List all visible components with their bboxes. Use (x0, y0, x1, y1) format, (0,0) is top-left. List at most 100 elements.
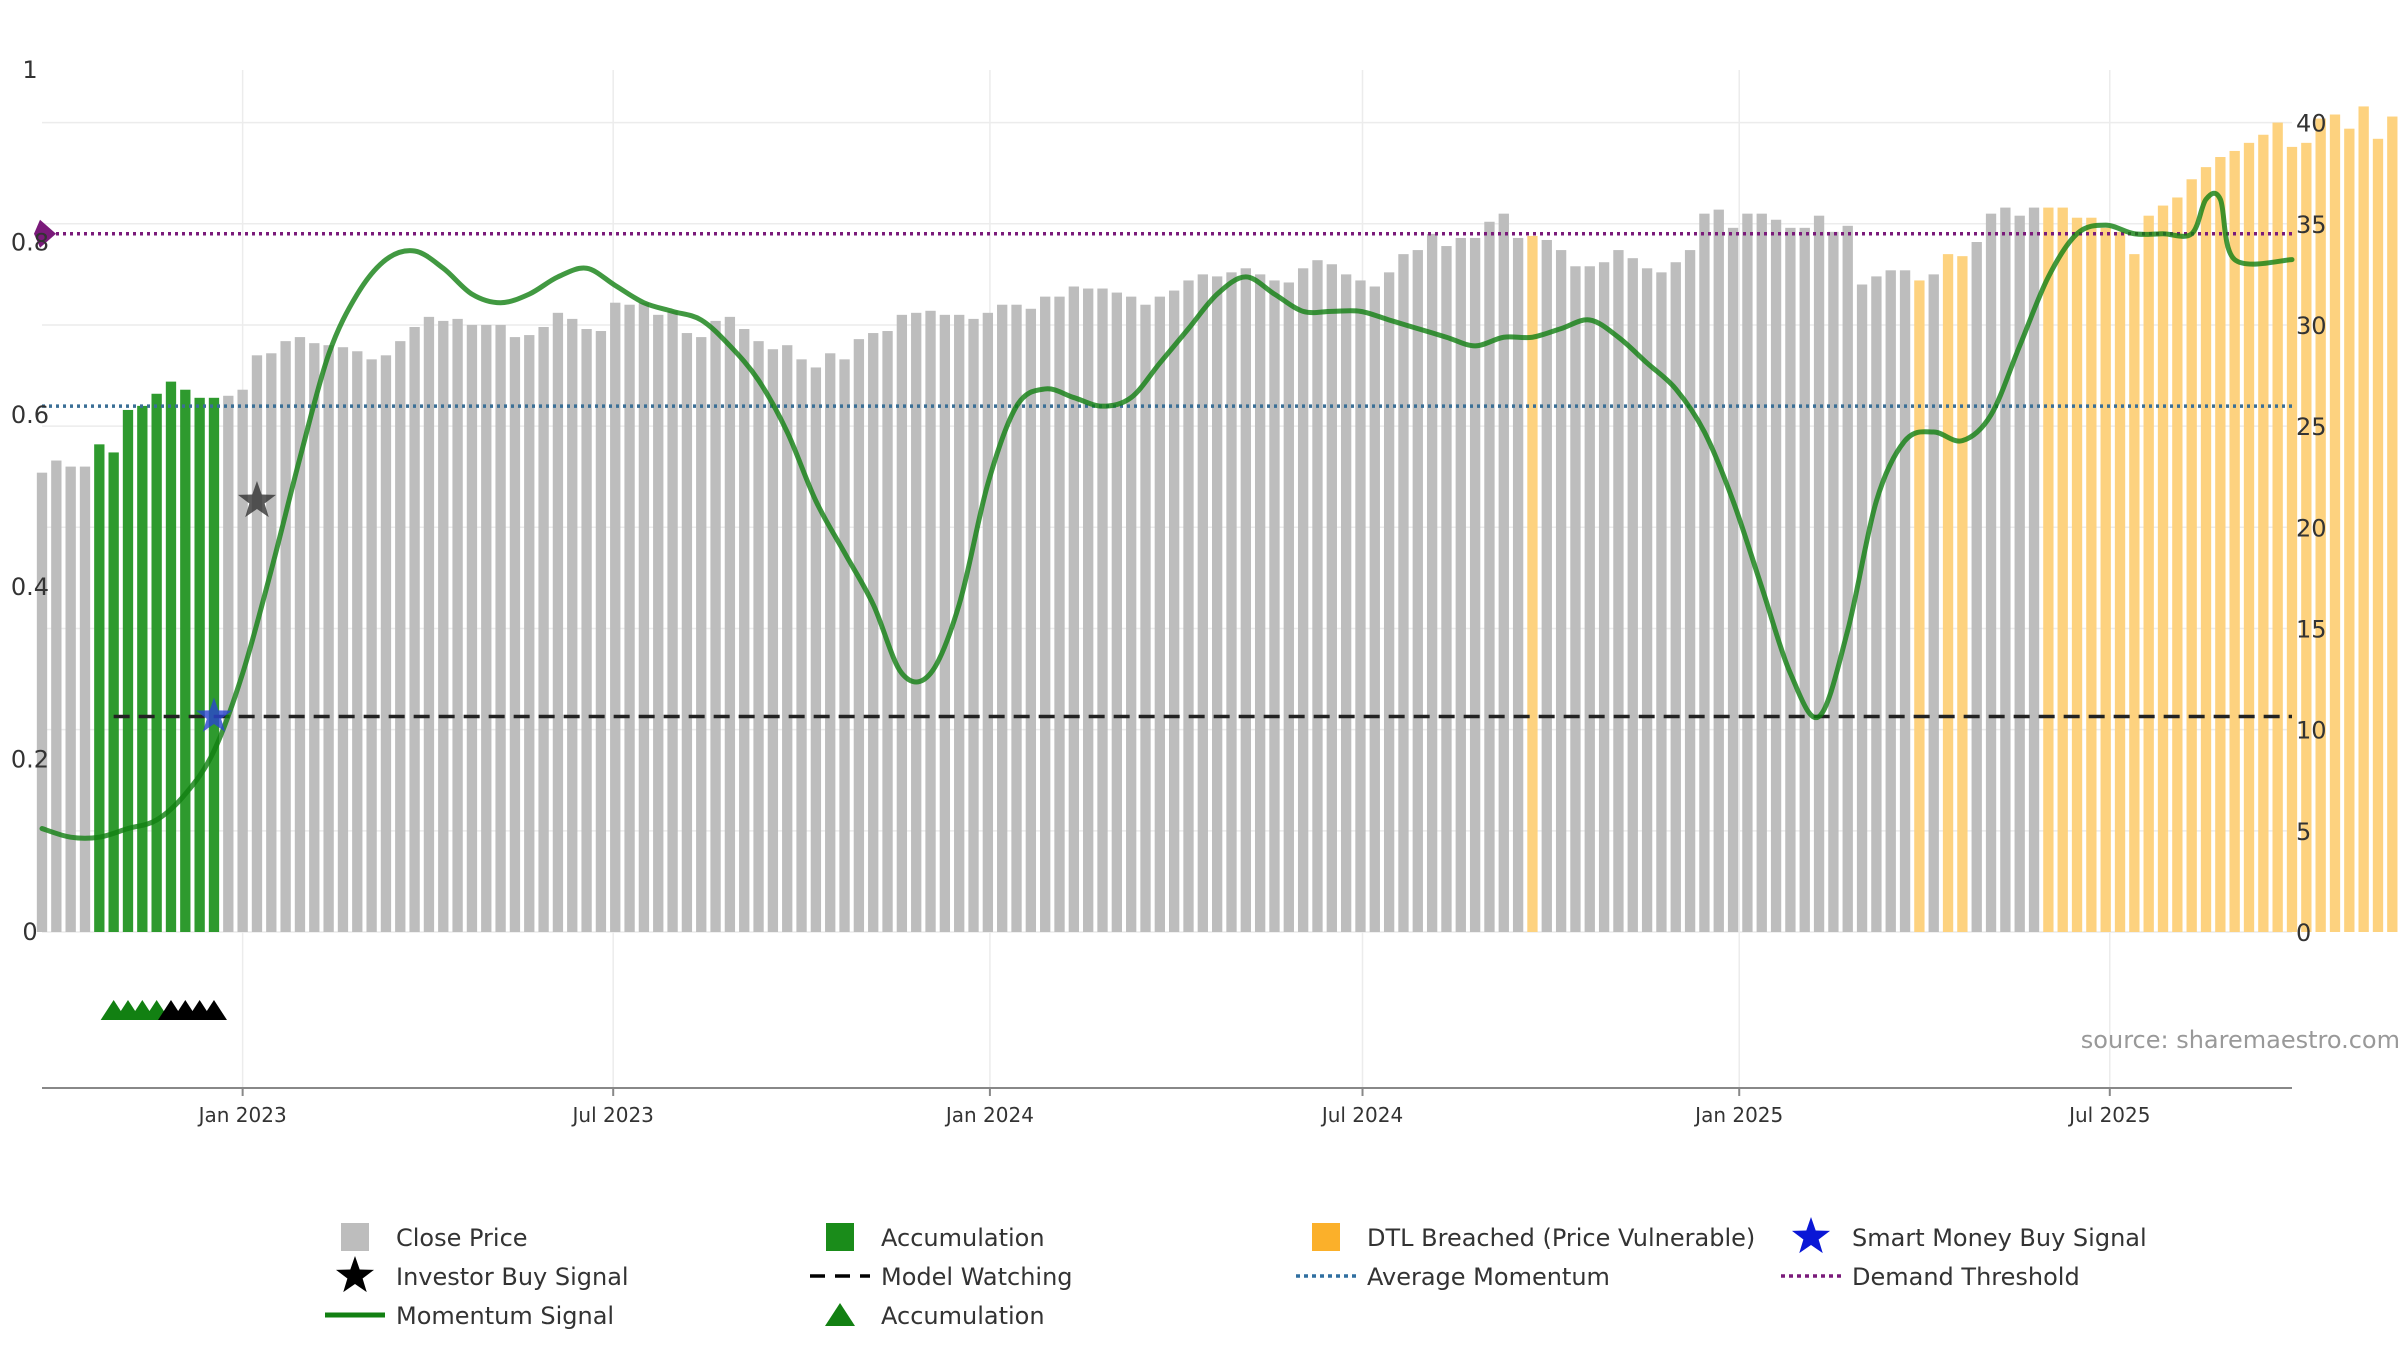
close-price-bar (1885, 270, 1896, 932)
accumulation-bar (137, 405, 148, 932)
close-price-bar (1169, 290, 1180, 932)
accumulation-bar (180, 389, 191, 932)
close-price-bar (810, 367, 822, 933)
dtl-breached-bar (2100, 227, 2111, 932)
close-price-bar (1656, 272, 1667, 932)
y-right-tick-label: 25 (2296, 413, 2327, 441)
close-price-bar (1097, 288, 1108, 932)
close-price-bar (266, 353, 277, 932)
dtl-breached-bar (2043, 207, 2054, 932)
close-price-bar (853, 339, 865, 932)
legend-entry: Smart Money Buy Signal (1791, 1217, 2147, 1254)
close-price-bar (767, 349, 779, 932)
close-price-bar (1699, 213, 1710, 932)
dtl-breached-bar (2387, 116, 2398, 932)
legend-label: DTL Breached (Price Vulnerable) (1367, 1224, 1755, 1252)
dtl-breached-bar (2272, 122, 2283, 932)
close-price-bar (294, 337, 306, 932)
close-price-bar (1455, 237, 1466, 932)
close-price-bar (337, 347, 349, 933)
y-left-tick-label: 0.2 (11, 746, 49, 774)
close-price-bar (1484, 221, 1495, 932)
close-price-bar (1126, 296, 1137, 932)
close-price-bar (739, 329, 750, 932)
y-right-tick-label: 35 (2296, 211, 2327, 239)
close-price-bar (1627, 258, 1638, 932)
close-price-bar (509, 337, 521, 932)
legend-label: Close Price (396, 1224, 528, 1252)
y-left-tick-label: 1 (22, 56, 37, 84)
close-price-bar (36, 472, 48, 932)
dtl-breached-bar (2172, 197, 2183, 932)
close-price-bar (2000, 207, 2011, 932)
close-price-bar (1025, 308, 1037, 932)
close-price-bar (954, 314, 965, 933)
close-price-bar (681, 333, 693, 932)
y-right-tick-label: 40 (2296, 110, 2327, 138)
dtl-breached-bar (1942, 254, 1954, 932)
close-price-bar (1154, 296, 1165, 932)
close-price-bar (1813, 215, 1825, 933)
legend-swatch-square (1312, 1223, 1340, 1251)
momentum-signal-line (39, 190, 2295, 841)
close-price-bar (1054, 296, 1065, 932)
close-price-bar (237, 389, 248, 932)
dtl-breached-bar (2071, 217, 2083, 932)
dtl-breached-bar (2258, 134, 2269, 933)
close-price-bar (1584, 266, 1595, 933)
close-price-bar (1670, 262, 1681, 932)
close-price-bar (1985, 213, 1997, 932)
legend-entry: Model Watching (810, 1263, 1073, 1291)
close-price-bar (423, 316, 435, 932)
legend-entry: Demand Threshold (1781, 1263, 2080, 1291)
close-price-bar (1799, 227, 1810, 932)
close-price-bar (567, 318, 578, 932)
dtl-breached-bar (2329, 114, 2341, 933)
close-price-bar (911, 312, 922, 932)
legend-swatch-triangle (825, 1303, 855, 1326)
close-price-bar (1369, 286, 1380, 933)
close-price-bar (1856, 284, 1868, 932)
close-price-bar (724, 316, 736, 932)
legend-entry: Accumulation (825, 1302, 1045, 1330)
close-price-bar (1111, 292, 1122, 932)
close-price-bar (495, 324, 506, 932)
x-tick-label: Jul 2024 (1320, 1103, 1403, 1127)
close-price-bar (868, 333, 879, 932)
close-price-bar (466, 324, 478, 932)
close-price-bar (223, 395, 234, 932)
legend-label: Investor Buy Signal (396, 1263, 629, 1291)
legend-label: Average Momentum (1367, 1263, 1610, 1291)
close-price-bar (1426, 233, 1438, 932)
close-price-bar (1140, 304, 1151, 932)
accumulation-bar (108, 452, 119, 932)
y-left-tick-label: 0.4 (11, 573, 49, 601)
close-price-bar (1785, 227, 1796, 932)
close-price-bar (1326, 264, 1337, 932)
price-bars (36, 106, 2398, 933)
dtl-breached-bar (2315, 118, 2326, 933)
close-price-bar (1212, 276, 1223, 932)
legend-label: Momentum Signal (396, 1302, 614, 1330)
close-price-bar (380, 355, 392, 933)
investor-buy-signal-star (237, 481, 276, 518)
close-price-bar (1971, 241, 1982, 932)
close-price-bar (1297, 268, 1309, 932)
close-price-bar (65, 466, 76, 932)
close-price-bar (1727, 227, 1739, 932)
close-price-bar (696, 337, 707, 932)
accumulation-marker (200, 1000, 227, 1020)
close-price-bar (1197, 274, 1208, 933)
close-price-bar (1355, 280, 1366, 933)
accumulation-bar (194, 397, 205, 932)
close-price-bar (323, 345, 334, 932)
x-tick-label: Jan 2025 (1693, 1103, 1783, 1127)
close-price-bar (1742, 213, 1753, 932)
legend-entry: Close Price (341, 1223, 528, 1252)
dtl-breached-bar (2143, 215, 2154, 933)
y-right-tick-label: 0 (2296, 919, 2311, 947)
legend-entry: Average Momentum (1296, 1263, 1610, 1291)
dtl-breached-bar (2301, 142, 2312, 932)
close-price-bar (524, 335, 535, 933)
